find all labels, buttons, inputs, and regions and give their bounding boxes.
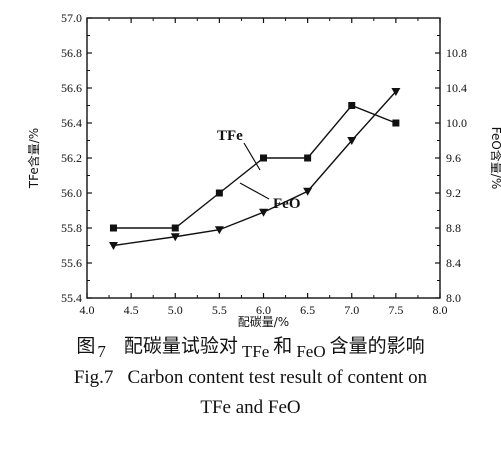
y-tick-label: 55.8 xyxy=(61,221,82,235)
x-axis-title: 配碳量/% xyxy=(238,315,289,329)
y-tick-label: 57.0 xyxy=(61,11,82,25)
x-tick-label: 7.5 xyxy=(388,303,403,317)
figure-caption-en-line1: Fig.7 Carbon content test result of conte… xyxy=(0,367,501,389)
y2-tick-label: 9.2 xyxy=(446,186,461,200)
y2-tick-label: 8.0 xyxy=(446,291,461,305)
y-tick-label: 55.6 xyxy=(61,256,82,270)
series-line-tfe xyxy=(113,104,397,229)
data-point-tfe xyxy=(171,224,179,232)
series-line-feo xyxy=(113,91,397,247)
data-point-feo xyxy=(303,187,313,196)
y2-tick-label: 10.4 xyxy=(446,81,467,95)
figure-caption-en-line2: TFe and FeO xyxy=(200,397,301,418)
x-tick-label: 8.0 xyxy=(433,303,448,317)
data-point-tfe xyxy=(260,154,267,162)
caption-figure-number: 7 xyxy=(97,342,106,361)
tfe-pointer-line xyxy=(243,142,261,171)
x-tick-label: 5.0 xyxy=(168,303,183,317)
chart-svg: 4.0 4.5 5.0 5.5 6.0 6.5 7.0 7.5 8.0 55.4 55.6 55.8 5… xyxy=(26,11,501,329)
data-point-tfe xyxy=(392,119,400,127)
y-tick-label: 56.4 xyxy=(61,116,82,130)
data-point-tfe xyxy=(109,224,117,232)
data-point-feo xyxy=(347,137,357,145)
caption-cn-sub-feo: FeO xyxy=(296,342,326,361)
x-tick-label: 4.0 xyxy=(80,303,95,317)
y2-tick-label: 8.8 xyxy=(446,221,461,235)
y2-tick-label: 10.0 xyxy=(446,116,467,130)
y-tick-label: 56.8 xyxy=(61,46,82,60)
x-tick-label: 5.5 xyxy=(212,303,227,317)
y2-tick-label: 9.6 xyxy=(446,151,461,165)
data-point-feo xyxy=(259,208,268,217)
feo-pointer-line xyxy=(239,182,270,200)
data-point-feo xyxy=(214,226,224,235)
y-tick-label: 56.0 xyxy=(61,186,82,200)
data-point-feo xyxy=(108,242,118,250)
data-point-tfe xyxy=(215,189,223,197)
caption-cn-text-1: 配碳量试验对 xyxy=(123,335,238,357)
caption-figure-prefix: 图 xyxy=(76,335,96,357)
y-tick-label: 56.6 xyxy=(61,81,82,95)
series-label-feo: FeO xyxy=(273,196,301,212)
x-tick-label: 6.5 xyxy=(300,303,315,317)
series-layer xyxy=(108,88,401,250)
figure-caption-cn: 图 7 配碳量试验对 TFe 和 FeO 含量的影响 xyxy=(0,331,501,361)
caption-cn-text-3: 含量的影响 xyxy=(329,335,425,357)
caption-cn-sub-tfe: TFe xyxy=(241,342,270,361)
y2-tick-label: 10.8 xyxy=(446,46,467,60)
y2-axis-title: FeO含量/% xyxy=(489,127,501,190)
x-tick-label: 6.0 xyxy=(256,303,271,317)
axes-layer: 4.0 4.5 5.0 5.5 6.0 6.5 7.0 7.5 8.0 55.4 55.6 55.8 5… xyxy=(26,11,501,329)
data-point-tfe xyxy=(304,154,312,162)
y-tick-label: 56.2 xyxy=(61,151,82,165)
data-point-feo xyxy=(391,88,401,96)
caption-en-number: Fig.7 xyxy=(73,367,114,388)
data-point-tfe xyxy=(348,102,356,109)
x-tick-label: 4.5 xyxy=(124,303,139,317)
caption-cn-text-2: 和 xyxy=(273,335,293,357)
y-axis-title: TFe含量/% xyxy=(26,128,41,189)
x-tick-label: 7.0 xyxy=(344,303,359,317)
data-point-feo xyxy=(170,233,180,242)
y-tick-label: 55.4 xyxy=(61,291,82,305)
y2-tick-label: 8.4 xyxy=(446,256,461,270)
series-label-tfe: TFe xyxy=(217,128,243,144)
caption-en-text-1: Carbon content test result of content on xyxy=(127,367,428,388)
